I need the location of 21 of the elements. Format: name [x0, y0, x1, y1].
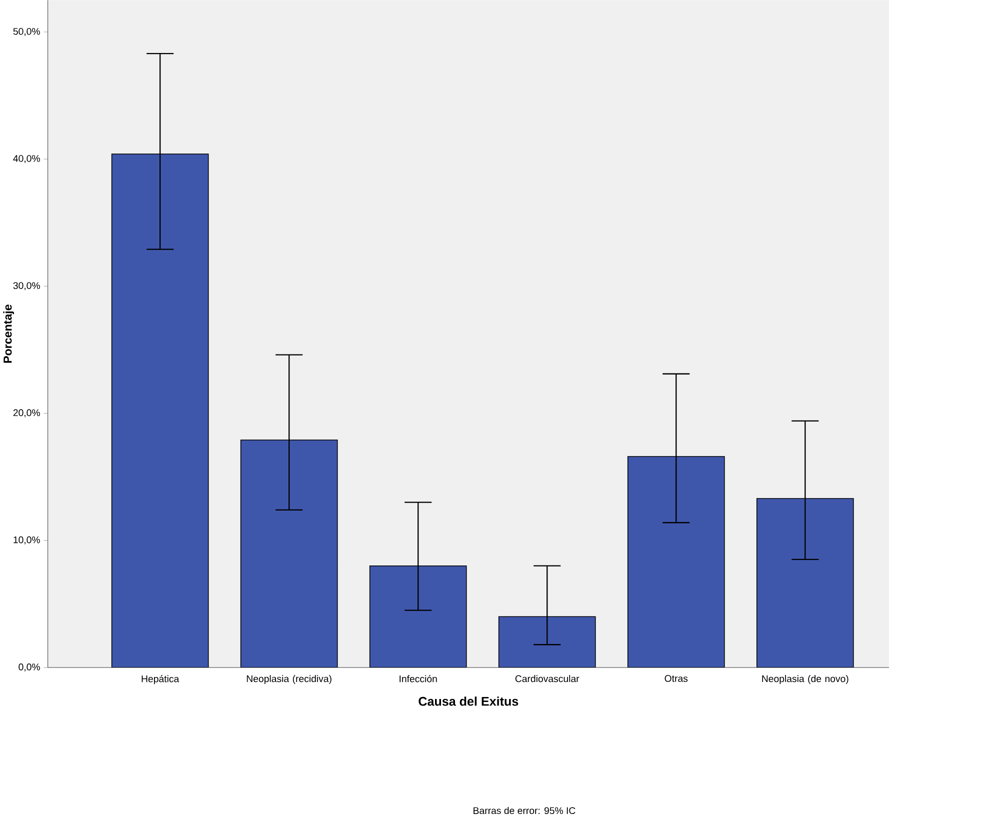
- y-tick-label: 30,0%: [13, 282, 40, 290]
- y-tick-label: 10,0%: [14, 536, 40, 545]
- y-axis-title: Porcentaje: [3, 304, 14, 363]
- text: Barras de error: 95% IC: [474, 807, 576, 814]
- x-tick-label: Neoplasia (de novo): [762, 675, 848, 684]
- y-tick-label: 50,0%: [13, 28, 40, 36]
- x-tick-label: Otras: [664, 675, 688, 682]
- x-tick-label: Hepática: [142, 675, 180, 684]
- x-tick-label: Neoplasia (recidiva): [246, 675, 332, 684]
- y-tick-label: 40,0%: [13, 155, 40, 164]
- bar: [756, 498, 854, 668]
- bar: [111, 154, 209, 668]
- x-tick-label: Cardiovascular: [515, 675, 580, 682]
- x-axis-title: Causa del Exitus: [418, 696, 518, 706]
- bar: [369, 566, 467, 668]
- y-tick-label: 0,0%: [18, 664, 40, 672]
- y-tick-label: 20,0%: [13, 409, 40, 418]
- bar: [627, 456, 725, 668]
- bar: [240, 440, 338, 668]
- x-tick-label: Infección: [400, 675, 437, 682]
- bar: [498, 616, 596, 668]
